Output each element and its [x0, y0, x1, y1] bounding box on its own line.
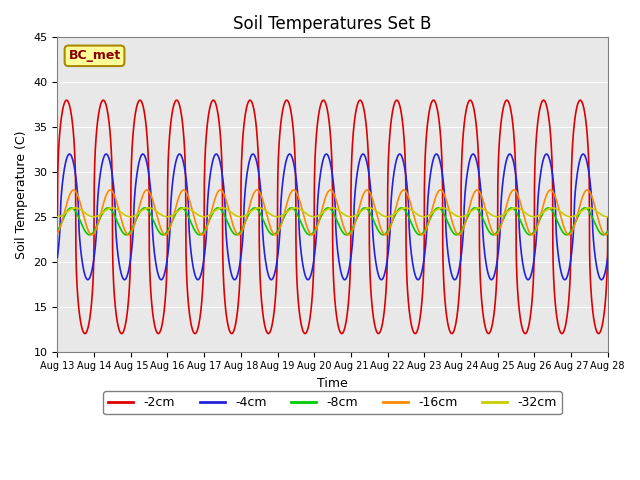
Legend: -2cm, -4cm, -8cm, -16cm, -32cm: -2cm, -4cm, -8cm, -16cm, -32cm	[104, 391, 562, 414]
Text: BC_met: BC_met	[68, 49, 121, 62]
Title: Soil Temperatures Set B: Soil Temperatures Set B	[234, 15, 432, 33]
X-axis label: Time: Time	[317, 377, 348, 390]
Y-axis label: Soil Temperature (C): Soil Temperature (C)	[15, 130, 28, 259]
